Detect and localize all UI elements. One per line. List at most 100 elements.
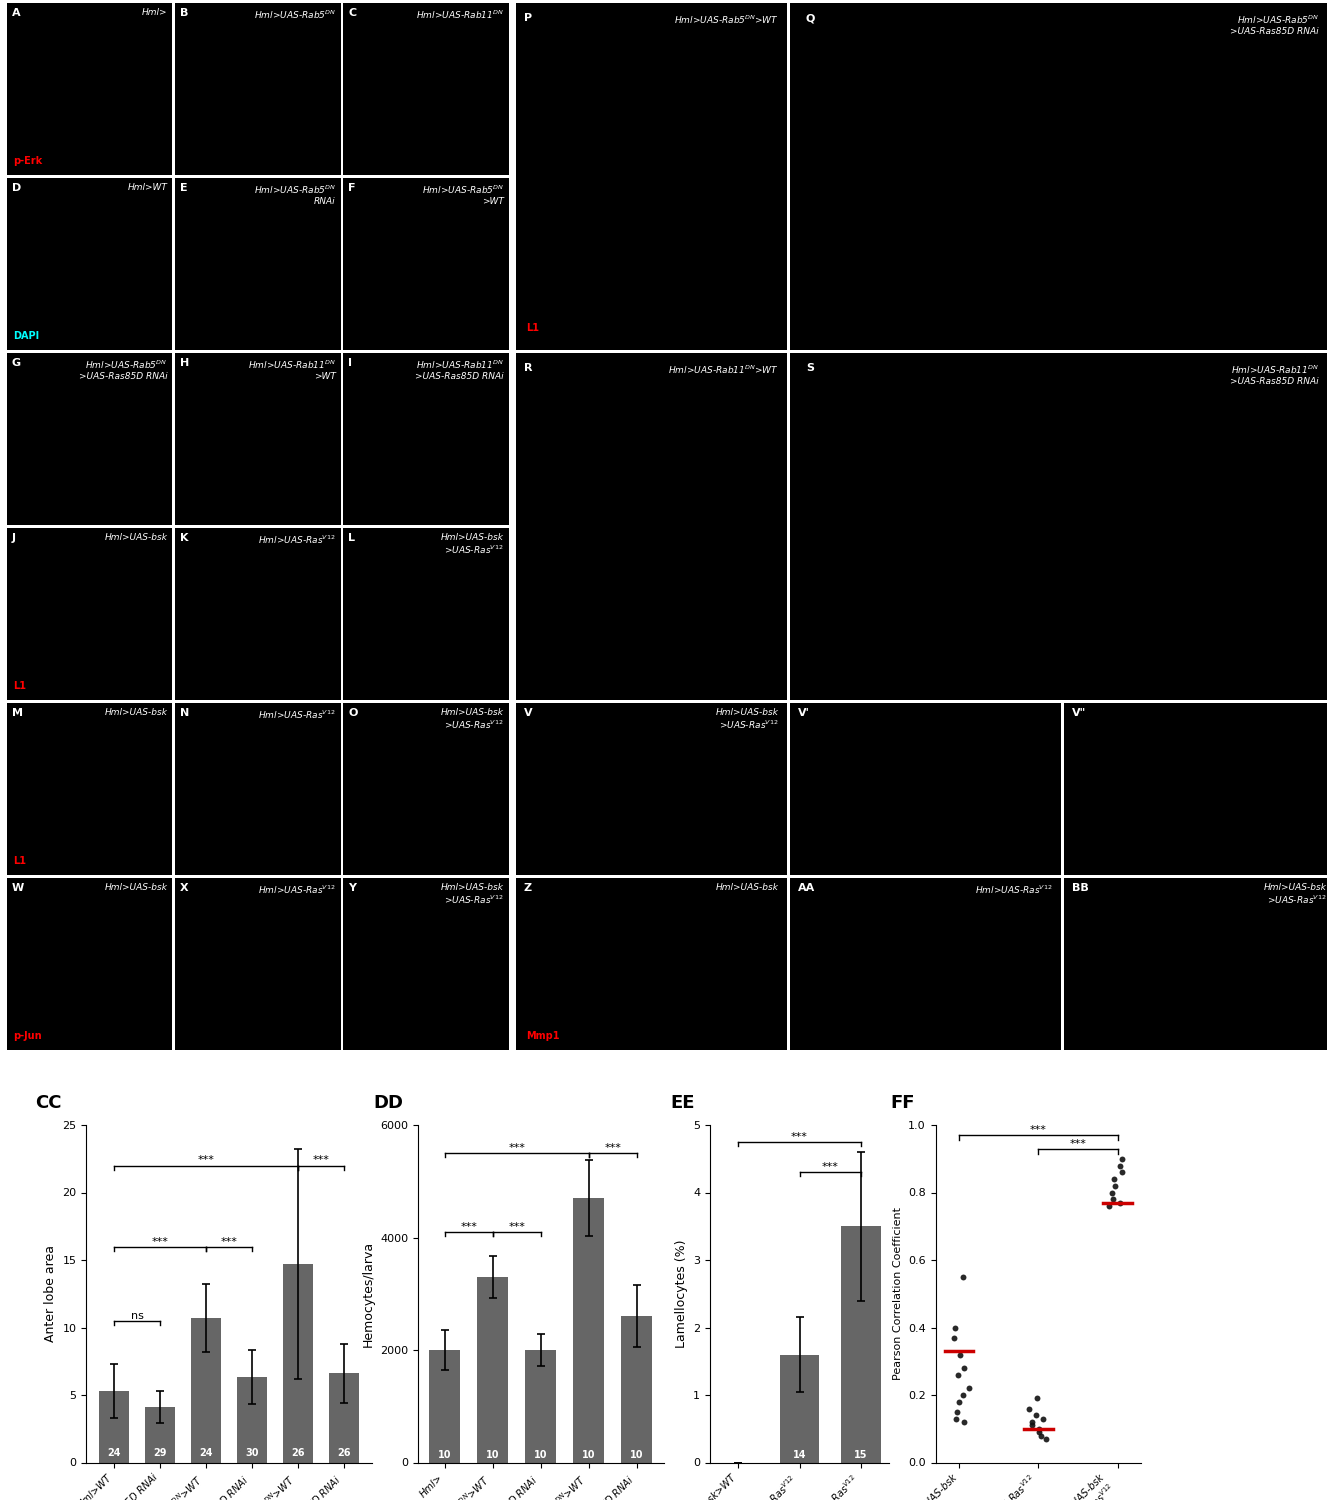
- Bar: [191, 1318, 220, 1462]
- Text: N: N: [180, 708, 190, 718]
- Text: Hml>UAS-Ras$^{V12}$: Hml>UAS-Ras$^{V12}$: [259, 532, 336, 546]
- Text: K: K: [180, 532, 188, 543]
- Bar: [841, 1227, 881, 1462]
- Point: [943, 1326, 965, 1350]
- Y-axis label: Hemocytes/larva: Hemocytes/larva: [361, 1240, 374, 1347]
- Text: Hml>UAS-Rab11$^{DN}$
>WT: Hml>UAS-Rab11$^{DN}$ >WT: [248, 358, 336, 381]
- Y-axis label: Anter lobe area: Anter lobe area: [44, 1245, 57, 1342]
- Point: [1031, 1424, 1052, 1448]
- Text: ***: ***: [220, 1236, 238, 1246]
- Text: R: R: [524, 363, 532, 374]
- Point: [953, 1383, 974, 1407]
- Point: [953, 1410, 974, 1434]
- Point: [1112, 1146, 1133, 1170]
- Text: FF: FF: [890, 1094, 914, 1112]
- Point: [1112, 1161, 1133, 1185]
- Text: M: M: [12, 708, 23, 718]
- Text: ***: ***: [821, 1162, 839, 1173]
- Point: [1020, 1413, 1042, 1437]
- Text: Q: Q: [805, 13, 815, 24]
- Text: L1: L1: [13, 681, 27, 692]
- Point: [953, 1264, 974, 1288]
- Text: W: W: [12, 884, 24, 892]
- Text: V: V: [524, 708, 532, 718]
- Text: U': U': [798, 884, 809, 892]
- Text: Hml>UAS-bsk: Hml>UAS-bsk: [715, 708, 779, 717]
- Point: [947, 1362, 969, 1386]
- Text: V": V": [1072, 708, 1085, 718]
- Point: [1104, 1173, 1125, 1197]
- Text: 14: 14: [792, 1450, 807, 1461]
- Point: [1109, 1191, 1131, 1215]
- Bar: [100, 1390, 129, 1462]
- Text: Hml>UAS-bsk
>UAS-Ras$^{V12}$: Hml>UAS-bsk >UAS-Ras$^{V12}$: [441, 532, 504, 556]
- Text: C: C: [348, 8, 357, 18]
- Point: [958, 1377, 979, 1401]
- Point: [943, 1316, 965, 1340]
- Text: O: O: [348, 708, 358, 718]
- Point: [947, 1389, 969, 1413]
- Text: V': V': [798, 708, 809, 718]
- Text: 26: 26: [337, 1449, 350, 1458]
- Text: BB: BB: [1072, 884, 1088, 892]
- Text: DD: DD: [374, 1094, 403, 1112]
- Text: L: L: [348, 532, 356, 543]
- Text: EE: EE: [670, 1094, 695, 1112]
- Point: [1103, 1167, 1124, 1191]
- Text: Hml>UAS-Rab11$^{DN}$
>UAS-Ras85D RNAi: Hml>UAS-Rab11$^{DN}$ >UAS-Ras85D RNAi: [1230, 363, 1319, 386]
- Text: ***: ***: [508, 1222, 525, 1232]
- Point: [1026, 1404, 1047, 1428]
- Text: CC: CC: [35, 1094, 61, 1112]
- Text: Hml>UAS-Ras$^{V12}$: Hml>UAS-Ras$^{V12}$: [259, 884, 336, 896]
- Point: [1103, 1188, 1124, 1212]
- Point: [1022, 1410, 1043, 1434]
- Text: I: I: [348, 358, 352, 368]
- Text: 10: 10: [486, 1449, 499, 1460]
- Bar: [145, 1407, 175, 1462]
- Bar: [238, 1377, 267, 1462]
- Text: D: D: [12, 183, 21, 194]
- Bar: [329, 1374, 358, 1462]
- Point: [946, 1400, 967, 1423]
- Text: Hml>UAS-bsk: Hml>UAS-bsk: [715, 884, 779, 892]
- Bar: [283, 1264, 313, 1462]
- Y-axis label: Pearson Correlation Coefficient: Pearson Correlation Coefficient: [893, 1208, 902, 1380]
- Text: ns: ns: [130, 1311, 143, 1322]
- Text: Hml>UAS-bsk: Hml>UAS-bsk: [105, 532, 167, 542]
- Text: P: P: [524, 13, 532, 24]
- Point: [1101, 1180, 1123, 1204]
- Text: T": T": [1072, 708, 1085, 718]
- Text: Merge: Merge: [527, 856, 561, 867]
- Point: [1027, 1386, 1048, 1410]
- Text: Hml>UAS-Rab5$^{DN}$
>WT: Hml>UAS-Rab5$^{DN}$ >WT: [422, 183, 504, 206]
- Bar: [573, 1198, 604, 1462]
- Text: G: G: [12, 358, 21, 368]
- Text: Hml>UAS-Rab11$^{DN}$>WT: Hml>UAS-Rab11$^{DN}$>WT: [669, 363, 779, 376]
- Text: p-Erk: p-Erk: [13, 156, 42, 166]
- Bar: [429, 1350, 460, 1462]
- Text: Hml>UAS-bsk
>UAS-Ras$^{V12}$: Hml>UAS-bsk >UAS-Ras$^{V12}$: [441, 884, 504, 906]
- Text: F: F: [348, 183, 356, 194]
- Text: 10: 10: [533, 1449, 548, 1460]
- Text: Y: Y: [348, 884, 356, 892]
- Text: Hml>UAS-Rab11$^{DN}$
>UAS-Ras85D RNAi: Hml>UAS-Rab11$^{DN}$ >UAS-Ras85D RNAi: [415, 358, 504, 381]
- Text: Hml>UAS-bsk
>UAS-Ras$^{V12}$: Hml>UAS-bsk >UAS-Ras$^{V12}$: [441, 708, 504, 730]
- Text: DAPI: DAPI: [13, 332, 40, 342]
- Text: Hml>WT: Hml>WT: [127, 183, 167, 192]
- Text: ***: ***: [151, 1236, 169, 1246]
- Text: ***: ***: [198, 1155, 215, 1166]
- Text: 10: 10: [583, 1449, 596, 1460]
- Text: ***: ***: [791, 1132, 808, 1142]
- Text: ***: ***: [604, 1143, 621, 1154]
- Text: Mmp1: Mmp1: [527, 1032, 560, 1041]
- Text: E: E: [180, 183, 187, 194]
- Text: 29: 29: [154, 1449, 167, 1458]
- Text: p-JNK: p-JNK: [1075, 856, 1104, 867]
- Text: X: X: [180, 884, 188, 892]
- Point: [1019, 1396, 1040, 1420]
- Text: L1: L1: [13, 856, 27, 867]
- Text: U": U": [1072, 884, 1087, 892]
- Text: ***: ***: [1030, 1125, 1047, 1136]
- Text: ***: ***: [508, 1143, 525, 1154]
- Text: J: J: [12, 532, 16, 543]
